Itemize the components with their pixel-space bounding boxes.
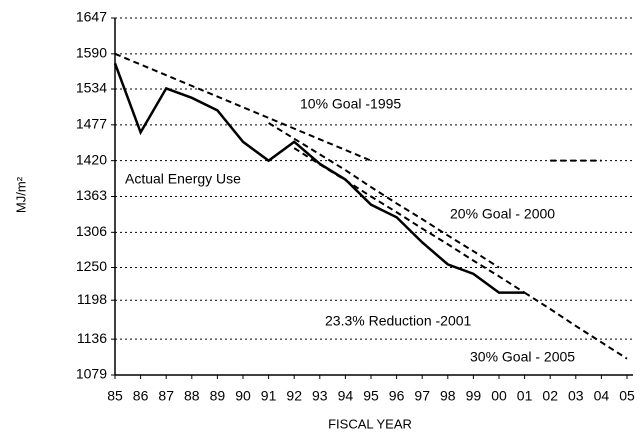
y-tick-label: 1079 bbox=[76, 366, 107, 382]
y-tick-label: 1477 bbox=[76, 116, 107, 132]
y-tick-label: 1534 bbox=[76, 80, 107, 96]
x-tick-label: 85 bbox=[107, 388, 123, 404]
series-label: 10% Goal -1995 bbox=[300, 96, 401, 112]
x-tick-label: 91 bbox=[261, 388, 277, 404]
x-tick-label: 05 bbox=[619, 388, 635, 404]
x-tick-label: 87 bbox=[158, 388, 174, 404]
x-tick-label: 99 bbox=[466, 388, 482, 404]
x-tick-label: 04 bbox=[594, 388, 610, 404]
x-tick-label: 01 bbox=[517, 388, 533, 404]
x-tick-label: 95 bbox=[363, 388, 379, 404]
x-tick-label: 94 bbox=[338, 388, 354, 404]
x-tick-label: 00 bbox=[491, 388, 507, 404]
goal-line bbox=[293, 147, 526, 294]
x-tick-label: 88 bbox=[184, 388, 200, 404]
y-tick-label: 1363 bbox=[76, 187, 107, 203]
x-tick-label: 96 bbox=[389, 388, 405, 404]
goal-line bbox=[524, 291, 628, 360]
y-axis-label: MJ/m² bbox=[13, 176, 28, 213]
y-tick-label: 1250 bbox=[76, 258, 107, 274]
x-tick-label: 92 bbox=[286, 388, 302, 404]
x-tick-label: 97 bbox=[414, 388, 430, 404]
goal-line bbox=[114, 52, 372, 162]
series-label: 20% Goal - 2000 bbox=[450, 206, 555, 222]
x-tick-label: 90 bbox=[235, 388, 251, 404]
goal-line bbox=[268, 122, 500, 269]
y-tick-label: 1420 bbox=[76, 151, 107, 167]
y-tick-label: 1198 bbox=[77, 291, 107, 307]
series-label: 30% Goal - 2005 bbox=[470, 349, 575, 365]
x-tick-label: 93 bbox=[312, 388, 328, 404]
series-label: Actual Energy Use bbox=[125, 171, 241, 187]
x-tick-label: 89 bbox=[210, 388, 226, 404]
y-tick-label: 1590 bbox=[76, 45, 107, 61]
y-tick-label: 1306 bbox=[76, 223, 107, 239]
x-tick-label: 86 bbox=[133, 388, 149, 404]
x-tick-label: 03 bbox=[568, 388, 584, 404]
x-tick-label: 98 bbox=[440, 388, 456, 404]
x-axis-label: FISCAL YEAR bbox=[328, 416, 412, 431]
x-tick-label: 02 bbox=[542, 388, 558, 404]
y-tick-label: 1647 bbox=[76, 9, 107, 25]
y-tick-label: 1136 bbox=[77, 330, 107, 346]
series-label: 23.3% Reduction -2001 bbox=[325, 313, 472, 329]
